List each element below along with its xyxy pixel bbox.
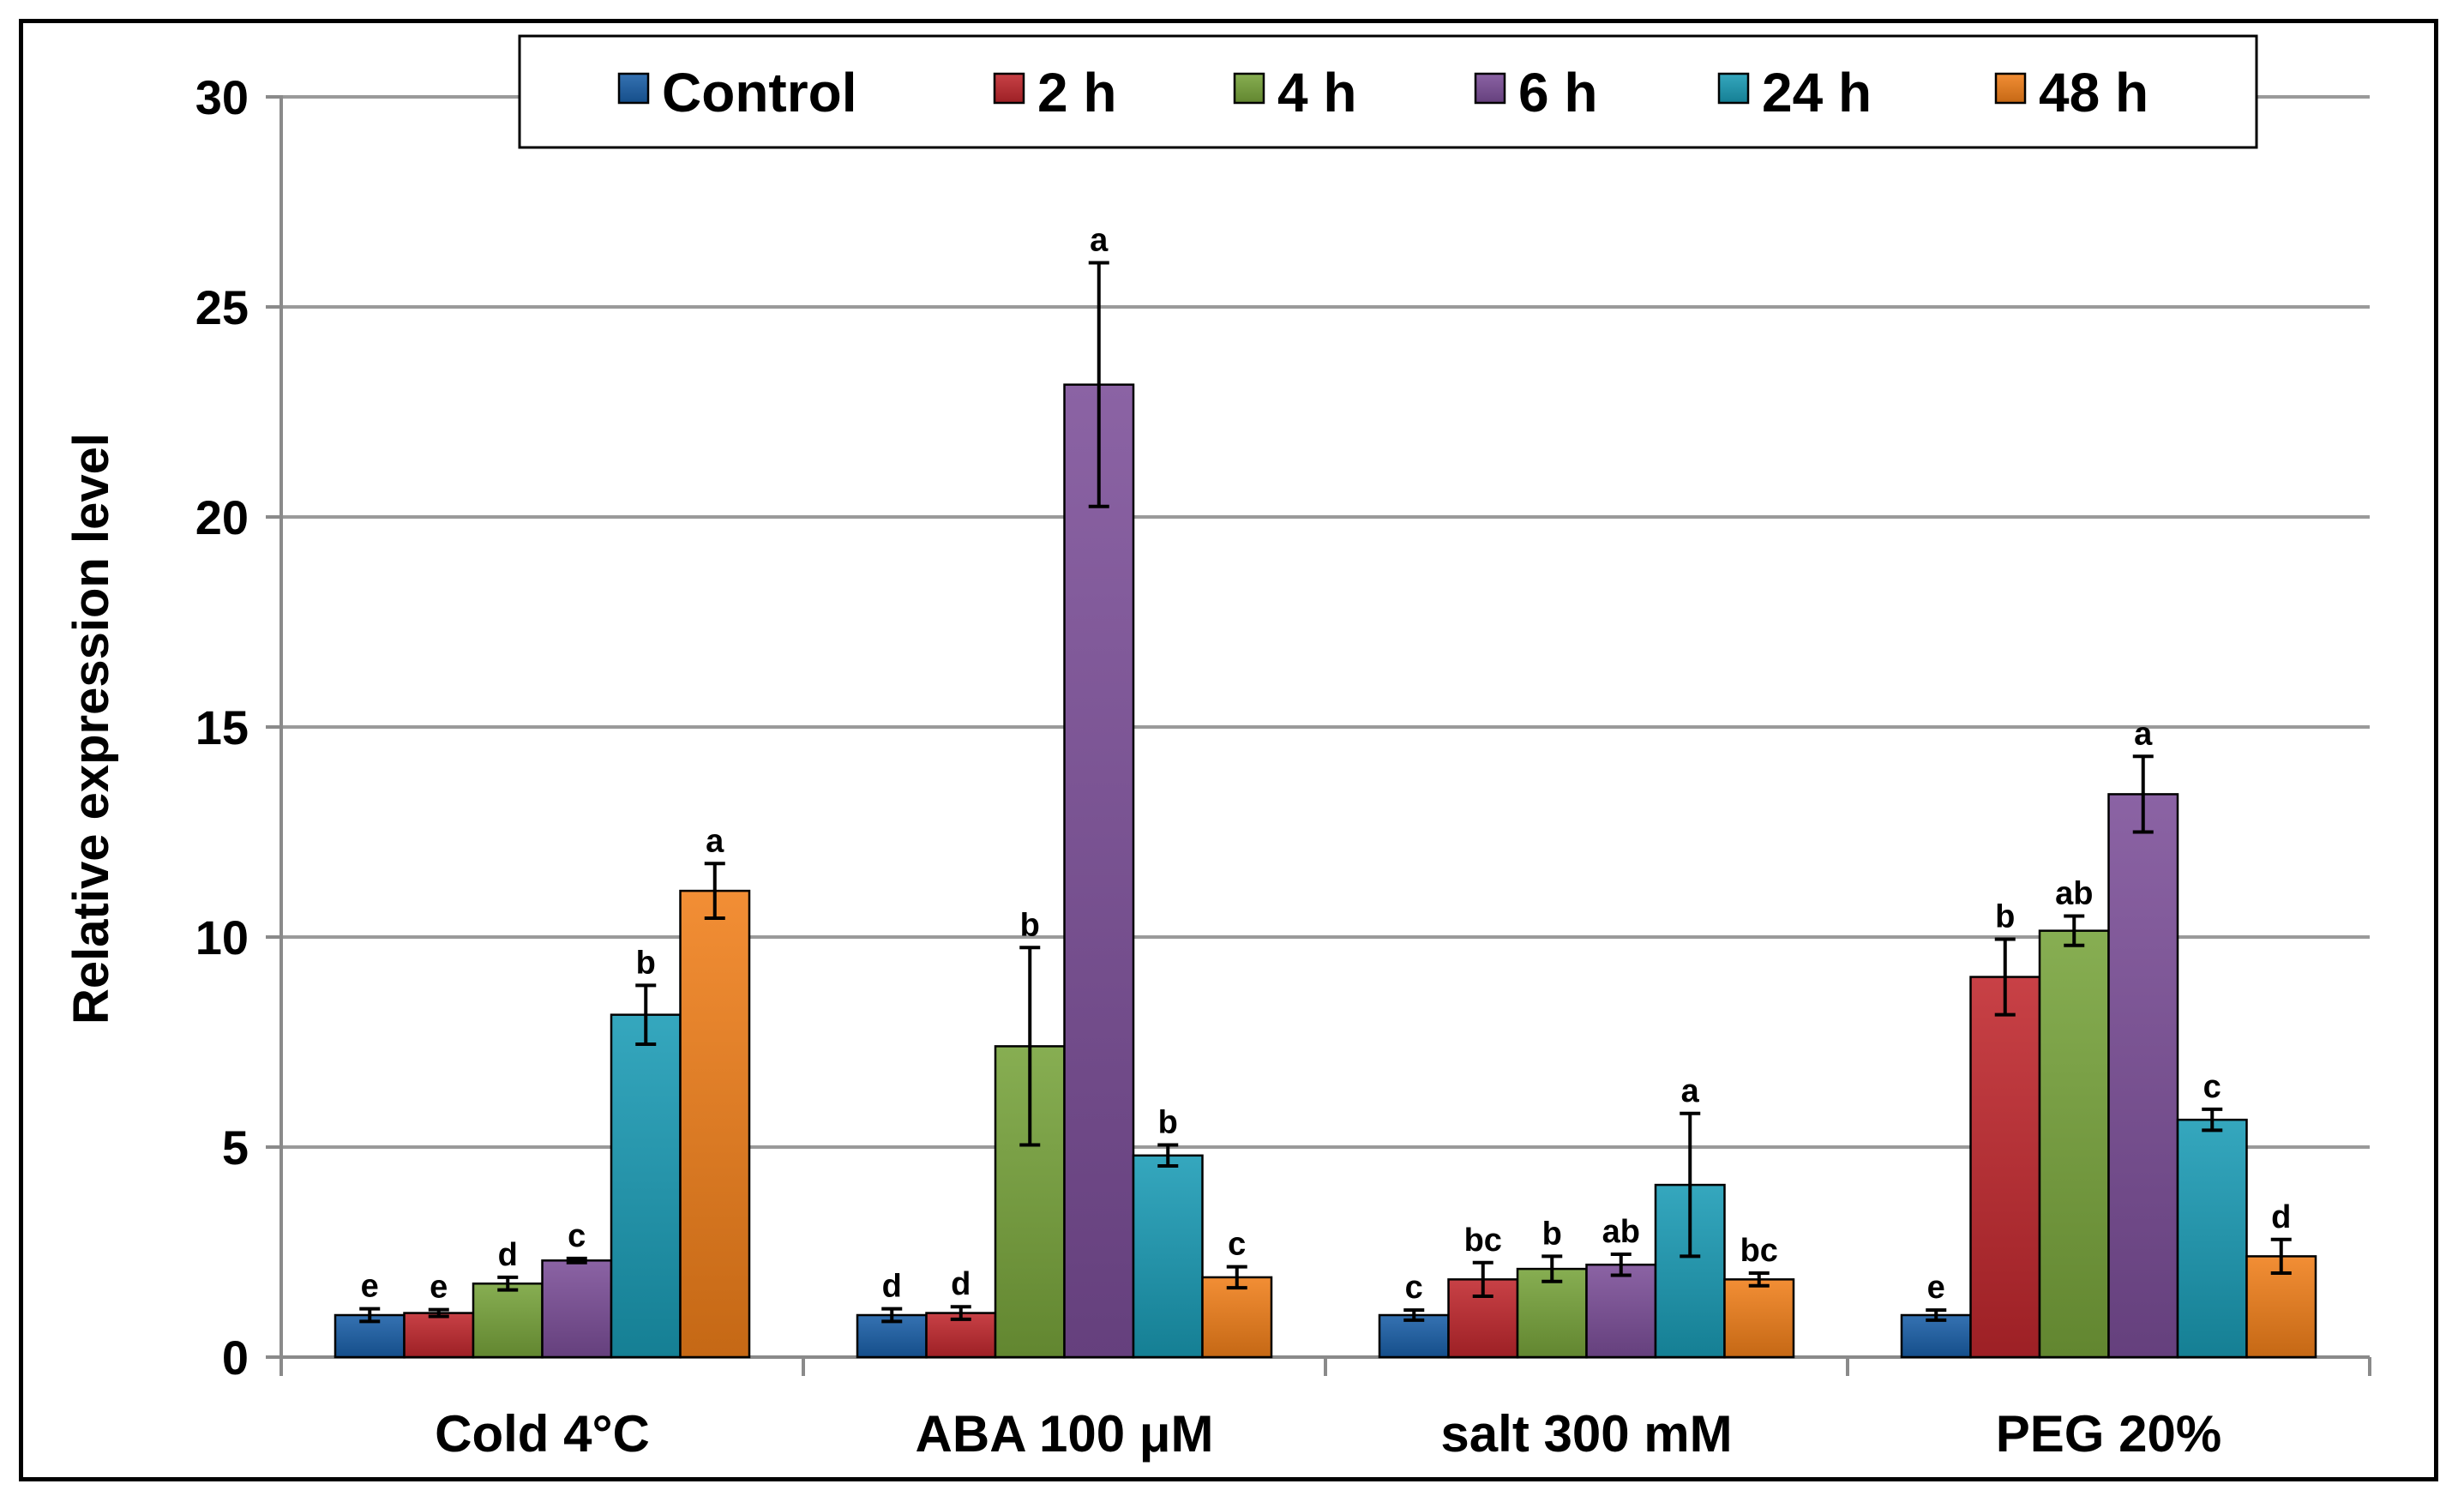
significance-label: c [1228, 1227, 1246, 1263]
legend-swatch [1994, 72, 2027, 105]
legend-swatch [993, 72, 1025, 105]
legend-box [518, 34, 2258, 149]
bar [2038, 929, 2110, 1359]
significance-label: a [1090, 223, 1109, 259]
significance-label: b [1158, 1105, 1178, 1141]
legend-swatch [1474, 72, 1506, 105]
significance-label: e [1927, 1270, 1945, 1306]
bar [403, 1312, 475, 1359]
y-tick-label: 10 [195, 910, 249, 964]
significance-label: c [1405, 1270, 1423, 1306]
bar [1585, 1263, 1657, 1359]
significance-label: c [568, 1218, 586, 1254]
significance-label: bc [1740, 1233, 1778, 1269]
y-tick-label: 0 [222, 1331, 249, 1385]
legend-swatch [1233, 72, 1265, 105]
bar [610, 1013, 682, 1359]
legend-label: 48 h [2039, 62, 2148, 123]
legend-label: 24 h [1762, 62, 1872, 123]
significance-label: a [1681, 1073, 1700, 1109]
significance-label: b [1020, 907, 1040, 943]
significance-label: d [2271, 1199, 2291, 1235]
bar [1201, 1276, 1273, 1359]
bar [1723, 1278, 1795, 1359]
significance-label: d [951, 1266, 971, 1302]
y-tick-label: 15 [195, 700, 249, 754]
significance-label: a [706, 823, 724, 859]
bar [541, 1259, 613, 1359]
legend: Control 2 h 4 h 6 h 24 h 48 h [518, 34, 2258, 149]
legend-label: 2 h [1037, 62, 1116, 123]
significance-label: c [2203, 1069, 2221, 1105]
significance-label: bc [1464, 1223, 1502, 1259]
category-label: salt 300 mM [1440, 1405, 1732, 1463]
legend-label: Control [662, 62, 857, 123]
significance-label: a [2134, 716, 2153, 752]
y-tick-label: 5 [222, 1120, 249, 1175]
significance-label: d [498, 1237, 518, 1273]
bar [1063, 383, 1135, 1359]
significance-label: ab [1602, 1214, 1640, 1250]
bar [2176, 1118, 2248, 1359]
y-axis-title: Relative expression level [63, 433, 119, 1024]
significance-label: e [430, 1270, 448, 1306]
legend-swatch [1717, 72, 1750, 105]
bar [1132, 1154, 1204, 1359]
labels: 0 5 10 15 20 25 30 Cold 4°C e e d c b a ABA 100 μM d d b a… [195, 70, 2292, 1463]
y-tick-label: 30 [195, 70, 249, 124]
bar [1378, 1313, 1450, 1359]
significance-label: b [1542, 1216, 1562, 1252]
legend-label: 4 h [1277, 62, 1356, 123]
bar [2107, 793, 2179, 1359]
y-tick-label: 20 [195, 490, 249, 544]
significance-label: b [1995, 898, 2015, 934]
legend-swatch [617, 72, 650, 105]
bar [1969, 976, 2041, 1359]
category-label: ABA 100 μM [916, 1405, 1214, 1463]
bar [679, 889, 751, 1359]
significance-label: e [361, 1269, 379, 1305]
significance-label: ab [2055, 876, 2093, 912]
significance-label: d [882, 1269, 902, 1305]
bar [472, 1283, 544, 1359]
significance-label: b [636, 945, 656, 981]
y-tick-label: 25 [195, 280, 249, 334]
bars [334, 261, 2317, 1359]
category-label: PEG 20% [1996, 1405, 2221, 1463]
legend-label: 6 h [1518, 62, 1597, 123]
category-label: Cold 4°C [435, 1405, 650, 1463]
